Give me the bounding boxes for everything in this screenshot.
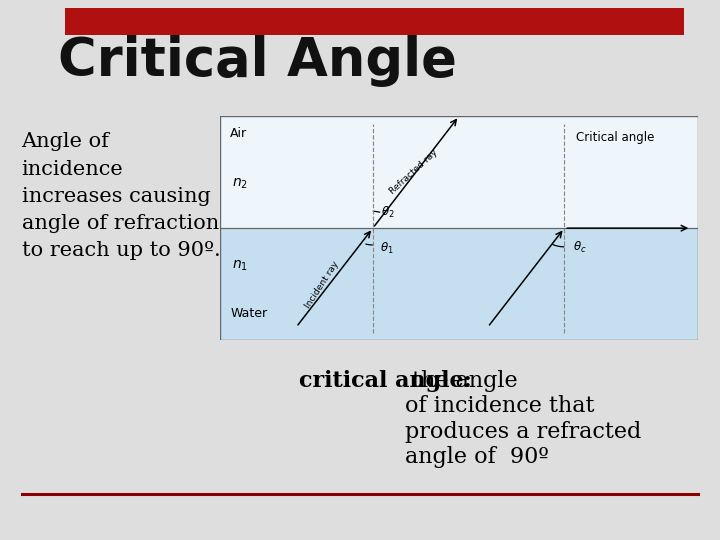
Text: Angle of
incidence
increases causing
angle of refraction
to reach up to 90º.: Angle of incidence increases causing ang… (22, 132, 220, 260)
Text: $\theta_1$: $\theta_1$ (380, 241, 394, 256)
Text: critical angle:: critical angle: (299, 370, 472, 392)
Text: the angle
of incidence that
produces a refracted
angle of  90º: the angle of incidence that produces a r… (405, 370, 642, 468)
Text: Critical angle: Critical angle (576, 131, 654, 144)
Text: $n_1$: $n_1$ (232, 258, 248, 273)
Text: $n_2$: $n_2$ (232, 176, 248, 191)
Text: $\theta_c$: $\theta_c$ (573, 240, 587, 255)
Bar (220, 228, 698, 340)
Bar (220, 116, 698, 228)
Text: $\theta_2$: $\theta_2$ (382, 205, 395, 220)
Text: Incident ray: Incident ray (304, 260, 341, 310)
Text: Critical Angle: Critical Angle (58, 35, 456, 87)
Text: Air: Air (230, 127, 247, 140)
Text: Water: Water (230, 307, 267, 320)
Text: Refracted ray: Refracted ray (388, 148, 439, 196)
